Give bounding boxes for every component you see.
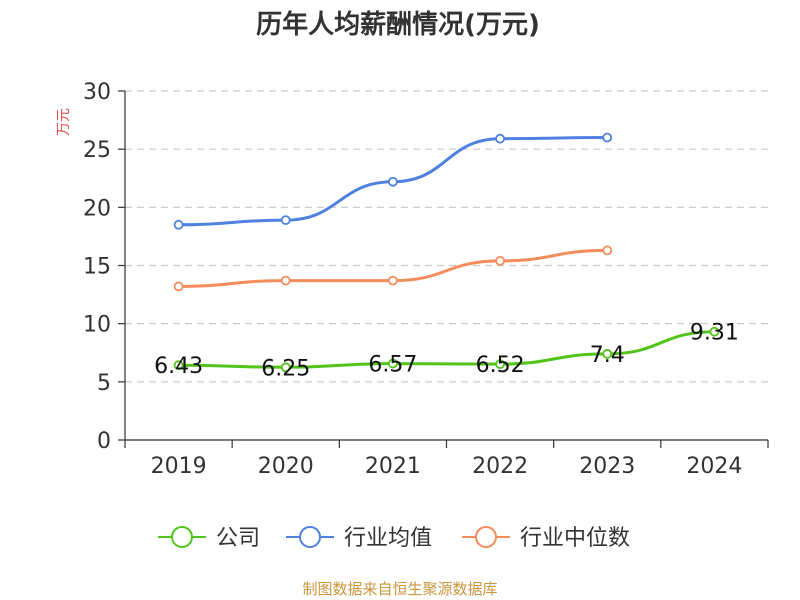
data-point [495, 133, 505, 144]
legend-item-0: 公司 [158, 526, 260, 551]
source-note: 制图数据来自恒生聚源数据库 [302, 580, 497, 598]
data-point [602, 349, 613, 359]
data-point [602, 245, 613, 256]
x-tick-label: 2019 [151, 454, 207, 479]
y-tick-label: 0 [97, 429, 111, 454]
data-point [280, 215, 291, 226]
y-axis-label: 万元 [56, 108, 72, 136]
series-layer [173, 132, 720, 373]
data-point [602, 132, 613, 143]
data-label: 9.31 [690, 321, 739, 346]
data-label: 6.25 [261, 356, 310, 381]
data-labels: 6.43 6.25 6.57 6.52 7.4 9.31 [154, 321, 739, 382]
x-tick-label: 2024 [686, 454, 742, 479]
y-tick-label: 15 [83, 255, 111, 280]
data-point [173, 360, 184, 371]
x-tick-label: 2020 [258, 454, 314, 479]
y-tick-label: 25 [83, 138, 111, 163]
series-1 [173, 132, 613, 230]
legend-marker [475, 526, 497, 548]
x-tick-label: 2023 [579, 454, 635, 479]
series-2 [173, 245, 613, 292]
data-point [388, 275, 398, 286]
data-point [173, 281, 184, 292]
legend-item-1: 行业均值 [286, 526, 432, 551]
data-label: 6.57 [368, 353, 417, 378]
y-tick-label: 30 [83, 80, 111, 105]
data-point [388, 176, 398, 187]
data-label: 6.43 [154, 354, 203, 379]
data-label: 7.4 [590, 343, 625, 368]
x-tick-label: 2022 [472, 454, 528, 479]
legend-marker [299, 526, 321, 548]
y-tick-label: 5 [97, 371, 111, 396]
data-point [495, 359, 505, 370]
legend-item-2: 行业中位数 [462, 526, 630, 551]
data-point [388, 358, 398, 369]
legend-label: 行业中位数 [520, 526, 630, 551]
data-label: 6.52 [476, 353, 525, 378]
data-point [495, 255, 505, 266]
series-0 [173, 326, 720, 373]
axes: 0 5 10 15 20 25 30 2019 2020 2021 2022 2023 2024 [83, 80, 769, 479]
legend-marker [171, 526, 193, 548]
y-tick-label: 10 [83, 313, 111, 338]
legend-label: 行业均值 [344, 526, 432, 551]
data-point [173, 219, 184, 230]
data-point [280, 275, 291, 286]
data-point [709, 326, 720, 337]
x-tick-label: 2021 [365, 454, 421, 479]
legend: 公司 行业均值 行业中位数 [158, 526, 630, 551]
legend-label: 公司 [216, 526, 260, 551]
y-tick-label: 20 [83, 196, 111, 221]
data-point [280, 362, 291, 373]
series-line [178, 330, 715, 369]
chart-title: 历年人均薪酬情况(万元) [256, 9, 540, 40]
